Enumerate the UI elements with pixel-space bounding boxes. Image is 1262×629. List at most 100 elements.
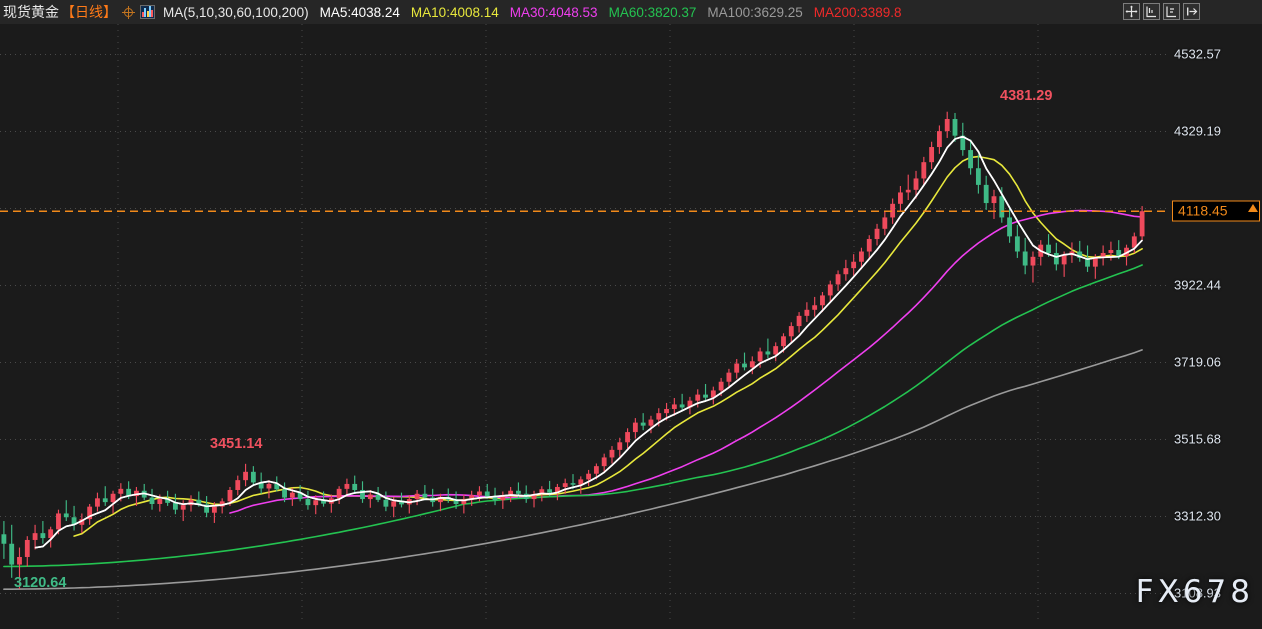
axis-label: 4532.57	[1174, 46, 1221, 62]
candle	[859, 251, 864, 262]
candle	[469, 495, 475, 500]
candle	[484, 491, 490, 497]
candle	[1061, 255, 1067, 265]
candle	[274, 483, 280, 490]
candle	[360, 489, 365, 500]
zoom-fit-right-button[interactable]	[1163, 3, 1180, 20]
price-axis[interactable]: 4532.574329.194125.813922.443719.063515.…	[1168, 24, 1262, 624]
candle	[640, 422, 646, 426]
axis-label: 3719.06	[1174, 354, 1221, 370]
ma10-readout: MA10:4008.14	[410, 4, 499, 20]
candle	[671, 404, 677, 409]
candle	[726, 372, 732, 382]
candle	[219, 501, 225, 507]
candle	[851, 261, 857, 269]
candle	[243, 471, 248, 481]
candle	[1022, 251, 1028, 266]
ma-line-ma10	[73, 155, 1143, 537]
candle	[79, 519, 85, 525]
candle	[531, 494, 537, 500]
candle	[765, 351, 771, 355]
candle	[570, 483, 576, 485]
scroll-to-end-button[interactable]	[1183, 3, 1200, 20]
candle	[679, 404, 685, 408]
candle	[266, 483, 272, 489]
candle	[664, 408, 669, 414]
candle	[414, 493, 420, 500]
candle	[656, 413, 662, 420]
candle	[95, 498, 100, 507]
candle	[500, 496, 506, 501]
candle	[1085, 257, 1090, 267]
candle	[687, 400, 693, 408]
candle	[975, 168, 981, 185]
candle	[508, 490, 514, 497]
candle	[905, 189, 911, 193]
candle	[516, 490, 521, 494]
candle	[562, 483, 568, 487]
candle	[352, 483, 358, 490]
candle	[383, 499, 389, 507]
candle	[172, 502, 178, 510]
candle	[874, 228, 880, 240]
candle	[134, 490, 139, 497]
candle	[1030, 256, 1036, 266]
axis-label: 3108.93	[1174, 585, 1221, 601]
candle	[617, 442, 623, 450]
candlestick-svg	[0, 24, 1168, 624]
candle	[835, 274, 841, 285]
candle	[461, 499, 467, 504]
candle	[492, 496, 498, 501]
candle	[32, 533, 38, 540]
grid-lines	[0, 24, 1168, 624]
candle	[944, 119, 950, 132]
price-plot-area[interactable]: 4381.29 3451.14 3120.64	[0, 24, 1168, 624]
candle	[211, 506, 217, 513]
candle	[258, 482, 264, 489]
candle	[968, 150, 974, 169]
candles	[1, 111, 1145, 589]
candle	[882, 217, 888, 229]
ma60-readout: MA60:3820.37	[608, 4, 697, 20]
candle	[781, 336, 786, 347]
candle	[9, 543, 15, 565]
high-annotation: 4381.29	[1000, 88, 1053, 104]
candle	[648, 419, 654, 426]
chart-indicator-icon[interactable]	[140, 5, 155, 19]
candle	[734, 363, 740, 373]
crosshair-icon[interactable]	[122, 5, 135, 19]
candle	[196, 499, 202, 505]
candle	[625, 432, 630, 443]
candle	[1108, 249, 1114, 254]
candle	[586, 473, 592, 480]
candle	[913, 178, 919, 190]
candle	[773, 346, 779, 355]
candle	[921, 162, 927, 179]
candle	[812, 305, 818, 310]
crosshair-tool-button[interactable]	[1123, 3, 1140, 20]
price-up-arrow-icon	[1248, 204, 1258, 213]
candle	[547, 489, 553, 493]
zoom-fit-left-button[interactable]	[1143, 3, 1160, 20]
candle	[56, 513, 61, 530]
low-annotation: 3120.64	[14, 575, 67, 591]
candle	[593, 466, 599, 474]
chart-toolbar	[1123, 3, 1200, 20]
current-price-box[interactable]: 4118.45	[1172, 200, 1260, 222]
ma5-readout: MA5:4038.24	[319, 4, 400, 20]
candle	[539, 489, 545, 495]
candle	[204, 504, 210, 513]
candle	[1124, 247, 1129, 257]
candle	[17, 557, 22, 565]
candle	[710, 390, 716, 398]
candle	[180, 505, 186, 510]
instrument-name: 现货黄金	[3, 4, 59, 20]
candle	[391, 501, 397, 507]
candle	[1046, 244, 1051, 254]
candle	[305, 499, 311, 506]
candle	[898, 192, 903, 204]
candle	[991, 196, 997, 204]
candle	[63, 513, 69, 518]
moving-average-lines	[3, 135, 1143, 590]
